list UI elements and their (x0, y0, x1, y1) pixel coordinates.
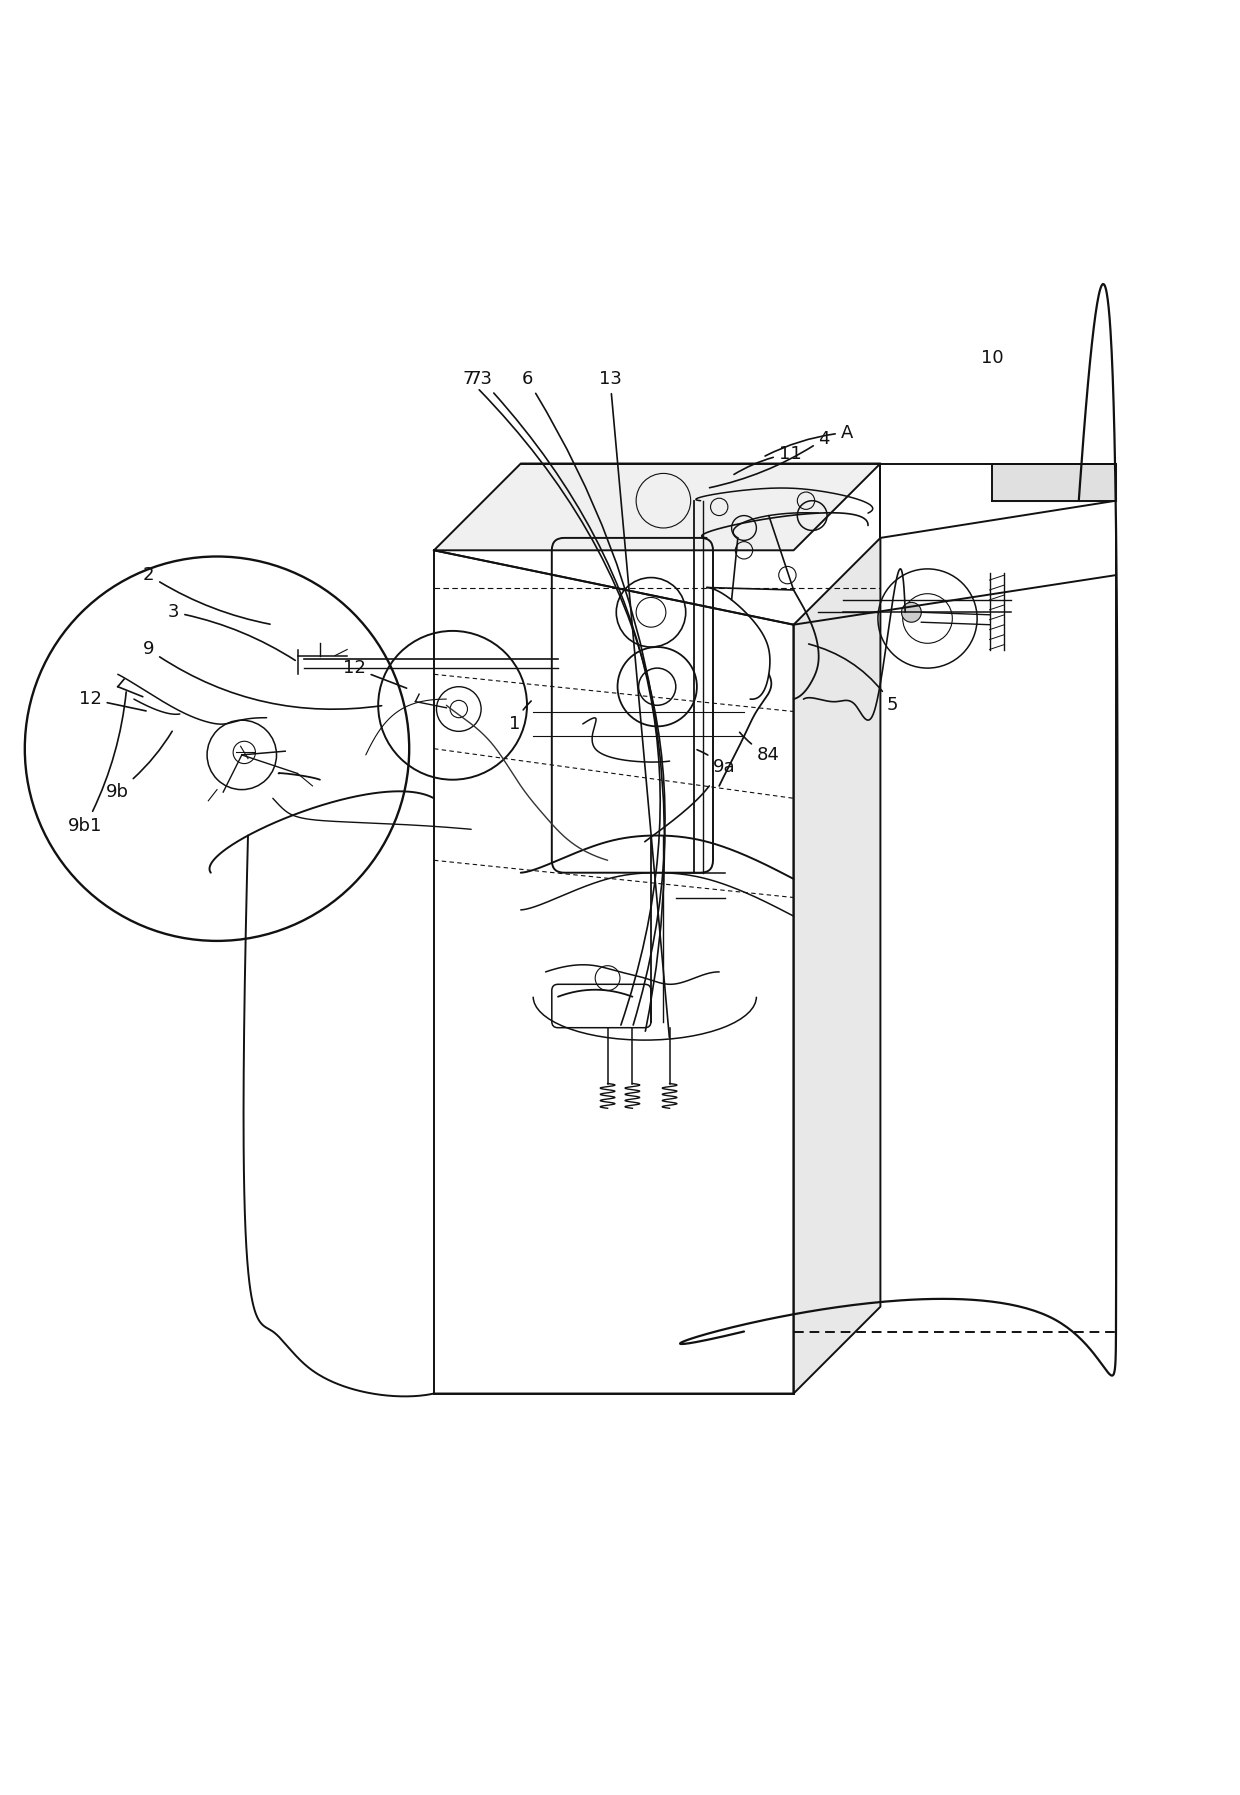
Text: 3: 3 (167, 603, 295, 661)
Text: 9a: 9a (697, 750, 735, 775)
Text: 84: 84 (739, 732, 779, 765)
Text: 2: 2 (143, 565, 270, 625)
Text: 5: 5 (808, 644, 898, 714)
Text: 9b: 9b (105, 731, 172, 801)
Polygon shape (794, 538, 880, 1393)
Text: 13: 13 (599, 370, 670, 1038)
Circle shape (901, 603, 921, 623)
Text: 9b1: 9b1 (68, 691, 126, 835)
Text: 6: 6 (521, 370, 665, 1030)
Text: 7: 7 (463, 370, 665, 1025)
Text: 12: 12 (343, 659, 407, 687)
Text: A: A (765, 424, 853, 456)
Polygon shape (992, 463, 1116, 501)
Text: 12: 12 (79, 689, 146, 711)
Text: 1: 1 (508, 702, 531, 732)
Polygon shape (434, 463, 880, 551)
Text: 11: 11 (734, 445, 801, 474)
Text: 9: 9 (143, 641, 382, 709)
Text: 10: 10 (981, 348, 1003, 368)
Text: 73: 73 (470, 370, 660, 1025)
Text: 4: 4 (709, 429, 830, 488)
